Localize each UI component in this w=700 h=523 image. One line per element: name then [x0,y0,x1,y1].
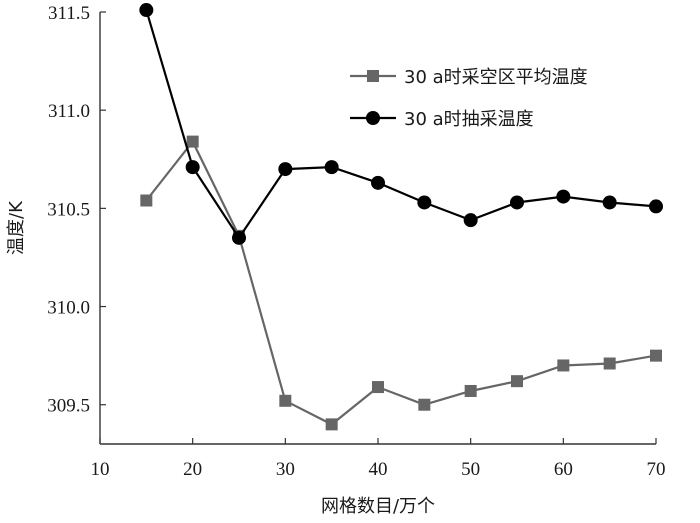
data-point [556,189,571,204]
data-point [186,135,199,148]
series-extraction-temperature [139,3,663,245]
data-point [372,381,384,394]
legend-label: 30 a时抽采温度 [404,109,534,130]
x-tick-label: 30 [276,459,295,480]
x-tick-label: 40 [369,459,388,480]
data-point [603,357,616,370]
legend-marker [366,111,380,125]
series-gob-average-temperature [140,135,662,431]
data-point [557,359,570,372]
data-point [278,162,293,177]
y-tick-label: 309.5 [47,396,90,417]
data-point [325,418,338,431]
data-point [463,213,478,228]
legend-marker [367,70,379,82]
data-point [511,375,523,388]
legend-item: 30 a时采空区平均温度 [350,67,588,88]
data-point [324,160,339,175]
data-point [140,194,153,207]
series [139,3,663,431]
y-tick-label: 311.5 [48,3,90,24]
data-point [464,384,477,397]
data-point [650,349,662,362]
x-tick-label: 10 [91,459,110,480]
data-point [279,394,292,407]
legend-label: 30 a时采空区平均温度 [404,67,588,88]
data-point [510,195,524,210]
data-point [649,199,663,214]
y-tick-label: 310.0 [47,298,90,319]
data-point [371,175,385,190]
series-line [145,139,657,426]
data-point [602,195,617,210]
data-point [139,3,154,18]
x-tick-label: 60 [554,459,573,480]
legend-item: 30 a时抽采温度 [350,109,534,130]
series-line [145,9,657,240]
x-axis-title: 网格数目/万个 [321,496,435,517]
data-point [417,195,432,210]
data-point [232,230,246,245]
x-tick-label: 50 [461,459,480,480]
data-point [185,160,200,175]
x-tick-label: 70 [647,459,666,480]
y-tick-label: 311.0 [48,101,90,122]
legend: 30 a时采空区平均温度 30 a时抽采温度 [350,67,588,130]
data-point [418,398,431,411]
ticks: 10 20 30 40 50 60 70 309.5 310.0 310.5 311.0 311.5 [47,3,665,480]
y-axis-title: 温度/K [6,200,27,255]
x-tick-label: 20 [183,459,202,480]
y-tick-label: 310.5 [47,199,90,220]
